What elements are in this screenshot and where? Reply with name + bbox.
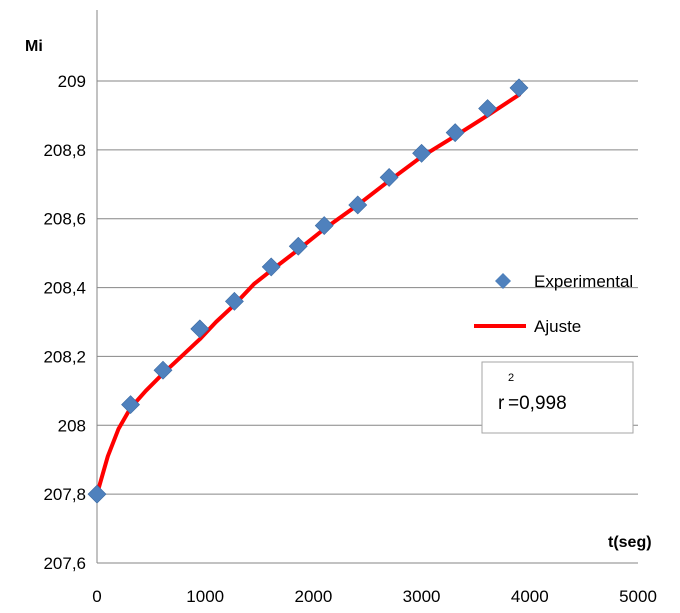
data-point [87, 484, 107, 504]
data-point [153, 360, 173, 380]
y-tick-label: 208,4 [43, 279, 86, 298]
r-squared-annotation: r 2 =0,998 [481, 361, 634, 434]
y-tick-label: 207,8 [43, 485, 86, 504]
data-point [121, 395, 140, 415]
data-point [509, 78, 529, 98]
x-axis-title: t(seg) [608, 534, 652, 551]
annotation-superscript: 2 [508, 372, 514, 384]
fit-line [95, 92, 521, 497]
y-tick-label: 208 [58, 416, 86, 435]
x-tick-label: 0 [92, 587, 101, 606]
data-point [478, 99, 498, 118]
data-point [348, 195, 368, 215]
y-tick-label: 207,6 [43, 554, 86, 573]
x-tick-label: 5000 [619, 587, 657, 606]
x-tick-label: 3000 [403, 587, 441, 606]
data-point [314, 216, 334, 236]
data-point [190, 319, 210, 339]
data-point [445, 123, 465, 143]
y-axis-title: Mi [25, 38, 43, 55]
legend: Experimental Ajuste [474, 272, 633, 336]
series-ajuste [95, 92, 521, 497]
series-experimental [87, 78, 529, 504]
annotation-box [481, 361, 634, 434]
y-tick-label: 208,2 [43, 347, 86, 366]
x-tick-label: 2000 [294, 587, 332, 606]
legend-label-experimental: Experimental [534, 272, 633, 291]
x-tick-labels: 0 1000 2000 3000 4000 5000 [92, 587, 657, 606]
legend-label-ajuste: Ajuste [534, 317, 581, 336]
annotation-r: r [498, 393, 505, 414]
data-point [412, 143, 432, 163]
x-tick-label: 4000 [511, 587, 549, 606]
legend-marker-experimental [495, 273, 511, 289]
y-tick-label: 208,8 [43, 141, 86, 160]
data-point [288, 236, 308, 256]
data-point [224, 291, 244, 311]
annotation-value: =0,998 [508, 393, 567, 414]
data-point [261, 257, 281, 277]
y-tick-label: 208,6 [43, 210, 86, 229]
y-tick-labels: 207,6 207,8 208 208,2 208,4 208,6 208,8 209 [43, 72, 86, 573]
x-tick-label: 1000 [186, 587, 224, 606]
grid-lines [97, 80, 638, 564]
data-point [379, 167, 399, 187]
y-tick-label: 209 [58, 72, 86, 91]
